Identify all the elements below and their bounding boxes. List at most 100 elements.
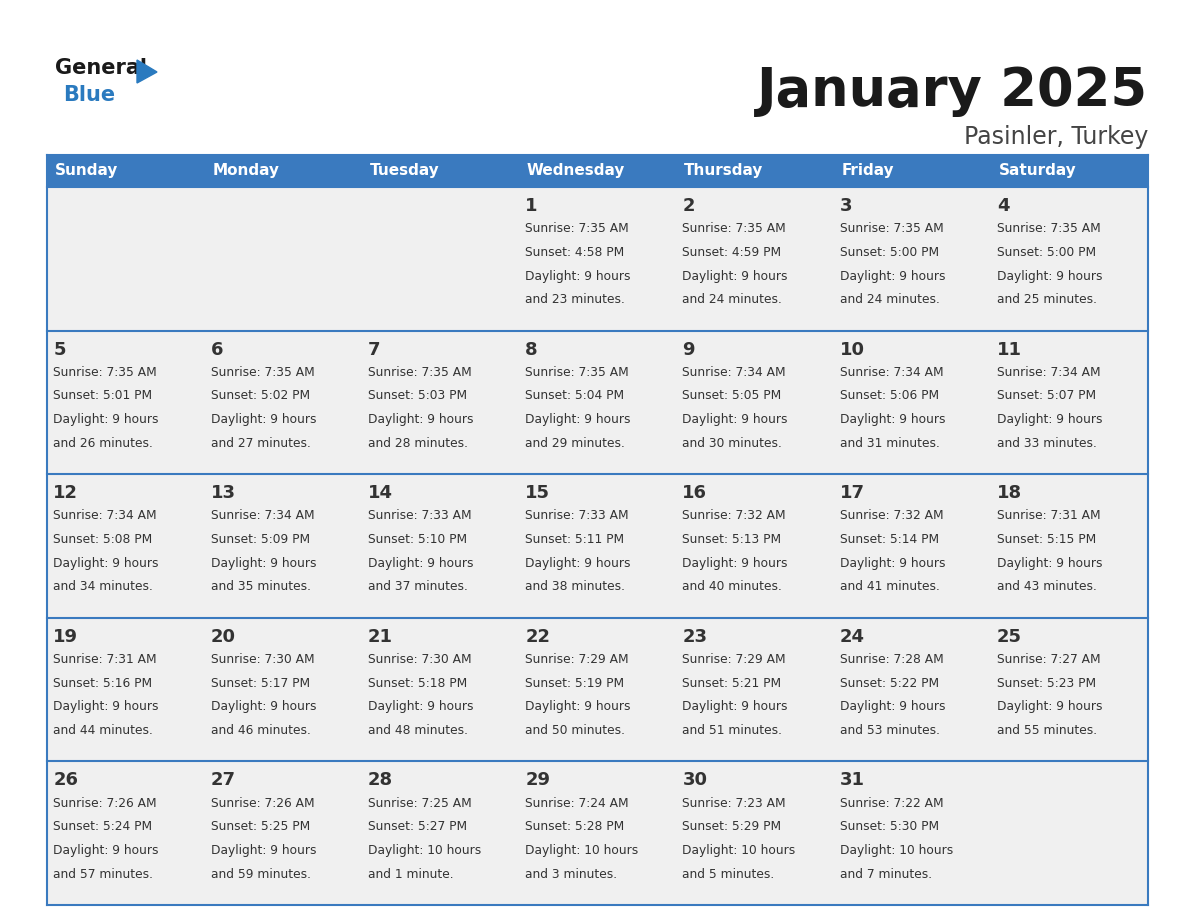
Text: 3: 3: [840, 197, 852, 215]
Text: 24: 24: [840, 628, 865, 646]
Text: Daylight: 9 hours: Daylight: 9 hours: [997, 270, 1102, 283]
Bar: [204, 155, 361, 187]
Bar: [48, 761, 204, 905]
Text: 8: 8: [525, 341, 538, 359]
Text: 9: 9: [682, 341, 695, 359]
Text: Sunset: 5:29 PM: Sunset: 5:29 PM: [682, 821, 782, 834]
Text: General: General: [55, 58, 147, 78]
Text: Daylight: 9 hours: Daylight: 9 hours: [682, 700, 788, 713]
Text: and 44 minutes.: and 44 minutes.: [53, 724, 153, 737]
Text: 29: 29: [525, 771, 550, 789]
Text: Daylight: 9 hours: Daylight: 9 hours: [53, 413, 159, 426]
Text: and 5 minutes.: and 5 minutes.: [682, 868, 775, 880]
Text: Sunrise: 7:25 AM: Sunrise: 7:25 AM: [368, 797, 472, 810]
Bar: [361, 761, 519, 905]
Text: Daylight: 9 hours: Daylight: 9 hours: [368, 413, 473, 426]
Bar: [519, 618, 676, 761]
Bar: [676, 330, 834, 475]
Text: 27: 27: [210, 771, 235, 789]
Text: Sunrise: 7:23 AM: Sunrise: 7:23 AM: [682, 797, 786, 810]
Text: Sunset: 5:05 PM: Sunset: 5:05 PM: [682, 389, 782, 402]
Text: and 48 minutes.: and 48 minutes.: [368, 724, 468, 737]
Text: and 34 minutes.: and 34 minutes.: [53, 580, 153, 593]
Text: and 30 minutes.: and 30 minutes.: [682, 437, 783, 450]
Text: Sunrise: 7:30 AM: Sunrise: 7:30 AM: [368, 653, 472, 666]
Text: and 27 minutes.: and 27 minutes.: [210, 437, 310, 450]
Bar: [361, 155, 519, 187]
Text: 2: 2: [682, 197, 695, 215]
Bar: [834, 155, 991, 187]
Text: Daylight: 10 hours: Daylight: 10 hours: [525, 844, 638, 857]
Text: Sunset: 5:18 PM: Sunset: 5:18 PM: [368, 677, 467, 689]
Text: Sunset: 5:00 PM: Sunset: 5:00 PM: [840, 246, 939, 259]
Text: 5: 5: [53, 341, 65, 359]
Text: Daylight: 9 hours: Daylight: 9 hours: [210, 413, 316, 426]
Text: and 1 minute.: and 1 minute.: [368, 868, 454, 880]
Text: Daylight: 9 hours: Daylight: 9 hours: [53, 700, 159, 713]
Text: Sunrise: 7:24 AM: Sunrise: 7:24 AM: [525, 797, 628, 810]
Text: and 51 minutes.: and 51 minutes.: [682, 724, 783, 737]
Bar: [204, 618, 361, 761]
Text: and 55 minutes.: and 55 minutes.: [997, 724, 1098, 737]
Text: 14: 14: [368, 485, 393, 502]
Text: Sunset: 5:11 PM: Sunset: 5:11 PM: [525, 533, 624, 546]
Text: Sunset: 5:30 PM: Sunset: 5:30 PM: [840, 821, 939, 834]
Bar: [991, 155, 1148, 187]
Text: 17: 17: [840, 485, 865, 502]
Bar: [48, 155, 204, 187]
Text: Daylight: 9 hours: Daylight: 9 hours: [210, 844, 316, 857]
Text: Thursday: Thursday: [684, 163, 764, 178]
Text: Sunrise: 7:34 AM: Sunrise: 7:34 AM: [682, 365, 786, 379]
Text: Sunset: 5:08 PM: Sunset: 5:08 PM: [53, 533, 152, 546]
Text: Saturday: Saturday: [999, 163, 1076, 178]
Text: Sunset: 5:04 PM: Sunset: 5:04 PM: [525, 389, 624, 402]
Text: Daylight: 9 hours: Daylight: 9 hours: [840, 413, 946, 426]
Text: and 28 minutes.: and 28 minutes.: [368, 437, 468, 450]
Text: Sunrise: 7:29 AM: Sunrise: 7:29 AM: [525, 653, 628, 666]
Text: Sunrise: 7:34 AM: Sunrise: 7:34 AM: [53, 509, 157, 522]
Bar: [48, 618, 204, 761]
Text: Daylight: 9 hours: Daylight: 9 hours: [210, 700, 316, 713]
Text: Sunrise: 7:27 AM: Sunrise: 7:27 AM: [997, 653, 1100, 666]
Text: Daylight: 9 hours: Daylight: 9 hours: [682, 557, 788, 570]
Bar: [204, 330, 361, 475]
Text: 10: 10: [840, 341, 865, 359]
Text: Sunrise: 7:34 AM: Sunrise: 7:34 AM: [997, 365, 1100, 379]
Text: 7: 7: [368, 341, 380, 359]
Bar: [204, 761, 361, 905]
Text: and 38 minutes.: and 38 minutes.: [525, 580, 625, 593]
Text: Sunrise: 7:26 AM: Sunrise: 7:26 AM: [53, 797, 157, 810]
Text: and 57 minutes.: and 57 minutes.: [53, 868, 153, 880]
Text: Daylight: 9 hours: Daylight: 9 hours: [525, 557, 631, 570]
Bar: [991, 618, 1148, 761]
Text: January 2025: January 2025: [757, 65, 1148, 117]
Text: 31: 31: [840, 771, 865, 789]
Text: Sunset: 5:22 PM: Sunset: 5:22 PM: [840, 677, 939, 689]
Text: and 29 minutes.: and 29 minutes.: [525, 437, 625, 450]
Text: Sunrise: 7:35 AM: Sunrise: 7:35 AM: [997, 222, 1101, 235]
Text: Daylight: 9 hours: Daylight: 9 hours: [525, 700, 631, 713]
Text: and 59 minutes.: and 59 minutes.: [210, 868, 310, 880]
Text: and 43 minutes.: and 43 minutes.: [997, 580, 1097, 593]
Bar: [991, 761, 1148, 905]
Text: Monday: Monday: [213, 163, 279, 178]
Text: Daylight: 10 hours: Daylight: 10 hours: [840, 844, 953, 857]
Text: Daylight: 9 hours: Daylight: 9 hours: [53, 557, 159, 570]
Text: Sunrise: 7:26 AM: Sunrise: 7:26 AM: [210, 797, 314, 810]
Bar: [204, 187, 361, 330]
Text: Sunrise: 7:31 AM: Sunrise: 7:31 AM: [997, 509, 1100, 522]
Bar: [519, 187, 676, 330]
Text: Daylight: 9 hours: Daylight: 9 hours: [368, 557, 473, 570]
Bar: [834, 187, 991, 330]
Bar: [834, 761, 991, 905]
Text: Wednesday: Wednesday: [526, 163, 625, 178]
Text: 6: 6: [210, 341, 223, 359]
Text: Sunset: 5:25 PM: Sunset: 5:25 PM: [210, 821, 310, 834]
Text: Sunset: 5:02 PM: Sunset: 5:02 PM: [210, 389, 310, 402]
Text: 26: 26: [53, 771, 78, 789]
Text: 25: 25: [997, 628, 1022, 646]
Text: and 26 minutes.: and 26 minutes.: [53, 437, 153, 450]
Text: 16: 16: [682, 485, 707, 502]
Text: Daylight: 9 hours: Daylight: 9 hours: [682, 413, 788, 426]
Text: Pasinler, Turkey: Pasinler, Turkey: [963, 125, 1148, 149]
